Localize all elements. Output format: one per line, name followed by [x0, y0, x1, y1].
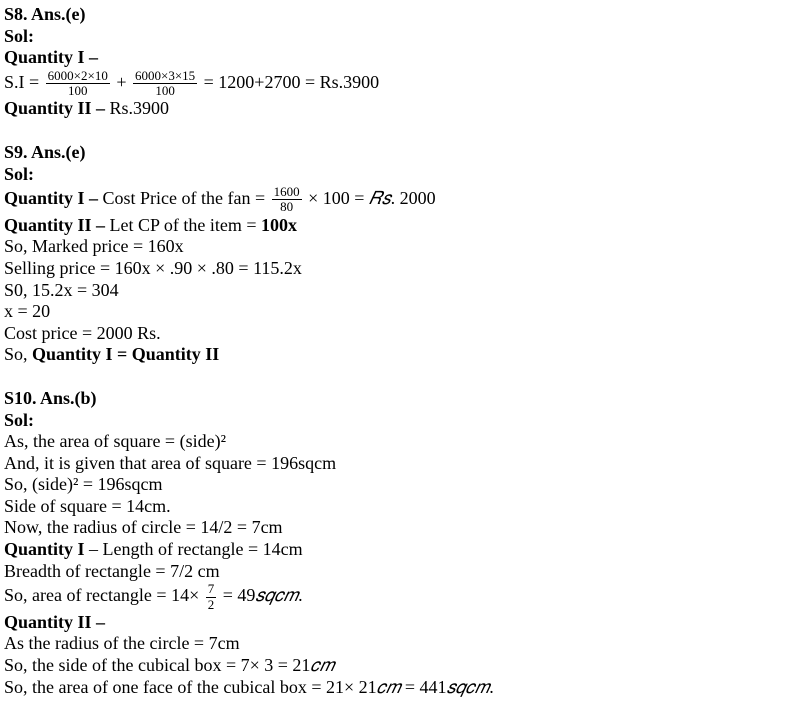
s10-line7: So, area of rectangle = 14× 72 = 49𝑠𝑞𝑐𝑚. [4, 582, 787, 612]
s10-sol-label: Sol: [4, 410, 787, 432]
solution-8: S8. Ans.(e) Sol: Quantity I – S.I = 6000… [4, 4, 787, 120]
s9-line6: So, Quantity I = Quantity II [4, 344, 787, 366]
s10-q1: Quantity I – Length of rectangle = 14cm [4, 539, 787, 561]
s8-sol-label: Sol: [4, 26, 787, 48]
s9-q1: Quantity I – Cost Price of the fan = 160… [4, 185, 787, 215]
s10-line3: So, (side)² = 196sqcm [4, 474, 787, 496]
s9-line2: Selling price = 160x × .90 × .80 = 115.2… [4, 258, 787, 280]
s9-heading: S9. Ans.(e) [4, 142, 787, 164]
s8-q2: Quantity II – Rs.3900 [4, 98, 787, 120]
s8-q1-label: Quantity I – [4, 47, 787, 69]
s8-heading: S8. Ans.(e) [4, 4, 787, 26]
s9-q2: Quantity II – Let CP of the item = 100x [4, 215, 787, 237]
s10-line1: As, the area of square = (side)² [4, 431, 787, 453]
fraction-2: 6000×3×15100 [133, 69, 197, 99]
s10-q2-label: Quantity II – [4, 612, 787, 634]
s10-line10: So, the area of one face of the cubical … [4, 677, 787, 699]
solution-9: S9. Ans.(e) Sol: Quantity I – Cost Price… [4, 142, 787, 366]
s10-line9: So, the side of the cubical box = 7× 3 =… [4, 655, 787, 677]
s10-line4: Side of square = 14cm. [4, 496, 787, 518]
s9-line4: x = 20 [4, 301, 787, 323]
fraction-1: 6000×2×10100 [46, 69, 110, 99]
s9-line1: So, Marked price = 160x [4, 236, 787, 258]
s8-formula: S.I = 6000×2×10100 + 6000×3×15100 = 1200… [4, 69, 787, 99]
fraction-3: 160080 [272, 185, 302, 215]
s10-line8: As the radius of the circle = 7cm [4, 633, 787, 655]
s10-line6: Breadth of rectangle = 7/2 cm [4, 561, 787, 583]
s10-heading: S10. Ans.(b) [4, 388, 787, 410]
s10-line2: And, it is given that area of square = 1… [4, 453, 787, 475]
fraction-4: 72 [206, 582, 217, 612]
s10-line5: Now, the radius of circle = 14/2 = 7cm [4, 517, 787, 539]
solution-10: S10. Ans.(b) Sol: As, the area of square… [4, 388, 787, 698]
s9-sol-label: Sol: [4, 164, 787, 186]
si-label: S.I = [4, 72, 44, 92]
s9-line5: Cost price = 2000 Rs. [4, 323, 787, 345]
s9-line3: S0, 15.2x = 304 [4, 280, 787, 302]
